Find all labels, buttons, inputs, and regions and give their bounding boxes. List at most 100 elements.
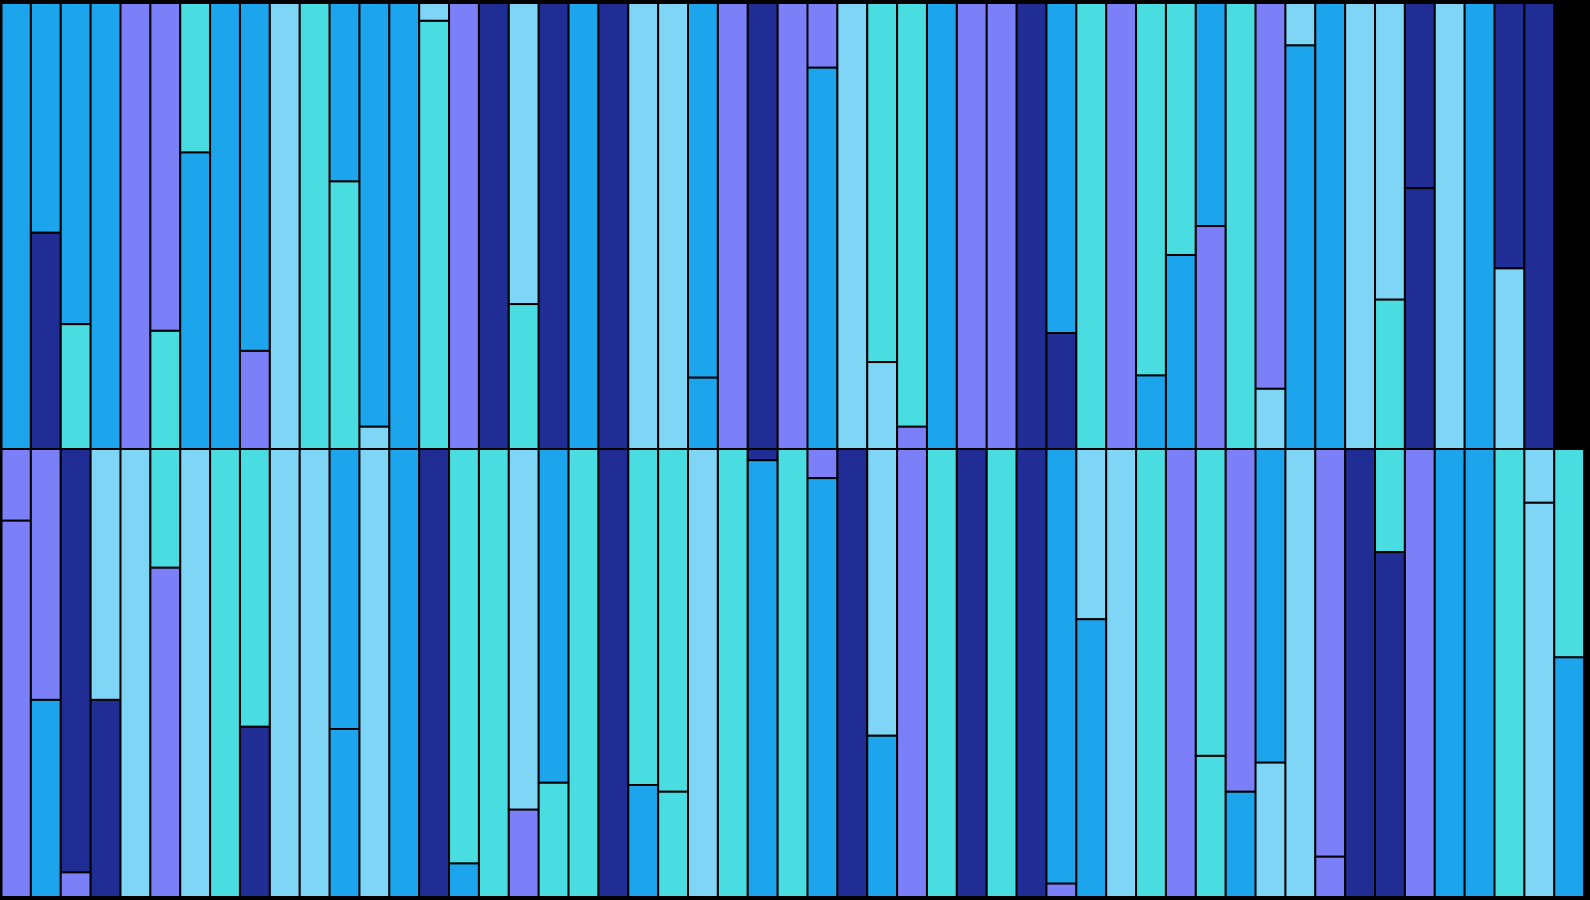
column-13-top-segment-2: [358, 425, 391, 451]
column-17-top-segment-1: [477, 2, 510, 450]
column-12-top-segment-2: [328, 180, 361, 450]
column-33-bottom-segment-1: [955, 448, 988, 898]
column-13-top-segment-1: [358, 2, 391, 428]
column-36-bottom-segment-1: [1045, 448, 1078, 885]
column-38-top-segment-1: [1105, 2, 1138, 450]
column-18-bottom-segment-1: [507, 448, 540, 811]
column-20-bottom-segment-1: [567, 448, 600, 898]
column-4-bottom-segment-2: [89, 698, 122, 898]
column-42-bottom-segment-2: [1224, 790, 1257, 898]
column-20-top-segment-1: [567, 2, 600, 450]
column-52-bottom-segment-2: [1523, 501, 1556, 898]
column-23-top-segment-1: [657, 2, 690, 450]
column-48-top-segment-2: [1403, 187, 1436, 450]
column-3-top-segment-1: [59, 2, 92, 326]
column-1-bottom-segment-1: [0, 448, 32, 522]
column-44-top-segment-2: [1284, 44, 1317, 451]
column-43-top-segment-2: [1254, 387, 1287, 451]
column-41-bottom-segment-2: [1194, 754, 1227, 898]
column-28-top-segment-1: [806, 2, 839, 69]
column-6-top-segment-2: [149, 329, 182, 450]
column-46-top-segment-1: [1344, 2, 1377, 450]
column-28-top-segment-2: [806, 66, 839, 450]
column-39-top-segment-1: [1135, 2, 1167, 377]
column-38-bottom-segment-1: [1105, 448, 1138, 898]
column-15-top-segment-1: [418, 2, 451, 22]
column-15-bottom-segment-1: [418, 448, 451, 898]
column-10-top-segment-1: [268, 2, 301, 450]
column-10-bottom-segment-1: [268, 448, 301, 898]
column-36-top-segment-1: [1045, 2, 1078, 335]
column-45-bottom-segment-1: [1314, 448, 1347, 858]
column-48-top-segment-1: [1403, 2, 1436, 190]
column-28-bottom-segment-1: [806, 448, 839, 480]
column-15-top-segment-2: [418, 19, 451, 451]
column-23-bottom-segment-1: [657, 448, 690, 793]
column-13-bottom-segment-1: [358, 448, 391, 898]
column-25-top-segment-1: [716, 2, 749, 450]
column-40-top-segment-1: [1164, 2, 1197, 256]
column-51-top-segment-1: [1493, 2, 1526, 270]
column-21-bottom-segment-1: [597, 448, 630, 898]
column-27-bottom-segment-1: [776, 448, 809, 898]
column-12-bottom-segment-2: [328, 728, 361, 898]
column-51-top-segment-2: [1493, 267, 1526, 450]
column-48-bottom-segment-1: [1403, 448, 1436, 898]
column-50-top-segment-1: [1463, 2, 1496, 450]
column-1-bottom-segment-2: [0, 519, 32, 898]
column-3-bottom-segment-1: [59, 448, 92, 874]
column-24-top-segment-1: [687, 2, 719, 379]
column-7-top-segment-2: [179, 151, 212, 450]
column-51-bottom-segment-1: [1493, 448, 1526, 898]
column-7-top-segment-1: [179, 2, 212, 154]
column-22-bottom-segment-2: [627, 784, 660, 898]
column-32-bottom-segment-1: [925, 448, 958, 898]
column-8-top-segment-1: [209, 2, 241, 450]
column-14-top-segment-1: [388, 2, 421, 450]
column-2-bottom-segment-1: [29, 448, 62, 701]
column-3-top-segment-2: [59, 323, 92, 450]
column-32-top-segment-1: [925, 2, 958, 450]
column-24-bottom-segment-1: [687, 448, 719, 898]
column-2-top-segment-1: [29, 2, 62, 234]
column-45-top-segment-1: [1314, 2, 1347, 450]
column-37-bottom-segment-1: [1075, 448, 1108, 621]
column-26-bottom-segment-2: [746, 459, 779, 898]
column-37-bottom-segment-2: [1075, 618, 1108, 898]
column-18-top-segment-2: [507, 303, 540, 450]
column-7-bottom-segment-1: [179, 448, 212, 898]
column-16-top-segment-1: [448, 2, 480, 450]
column-52-bottom-segment-1: [1523, 448, 1556, 504]
column-41-top-segment-1: [1194, 2, 1227, 227]
column-19-bottom-segment-2: [537, 781, 570, 899]
column-2-top-segment-2: [29, 231, 62, 450]
column-6-bottom-segment-1: [149, 448, 182, 569]
column-40-top-segment-2: [1164, 253, 1197, 450]
column-47-bottom-segment-2: [1374, 551, 1406, 898]
column-9-top-segment-2: [238, 349, 271, 451]
column-19-top-segment-1: [537, 2, 570, 450]
column-19-bottom-segment-1: [537, 448, 570, 784]
column-11-bottom-segment-1: [298, 448, 331, 898]
column-42-top-segment-1: [1224, 2, 1257, 450]
column-40-bottom-segment-1: [1164, 448, 1197, 898]
column-28-bottom-segment-2: [806, 477, 839, 898]
column-34-top-segment-1: [985, 2, 1018, 450]
column-5-top-segment-1: [119, 2, 152, 450]
column-5-bottom-segment-1: [119, 448, 152, 898]
column-47-top-segment-2: [1374, 298, 1406, 450]
column-21-top-segment-1: [597, 2, 630, 450]
column-17-bottom-segment-1: [477, 448, 510, 898]
column-35-bottom-segment-1: [1015, 448, 1048, 898]
column-49-bottom-segment-1: [1433, 448, 1466, 898]
column-53-bottom-segment-2: [1553, 656, 1586, 898]
column-9-bottom-segment-2: [238, 725, 271, 899]
column-14-bottom-segment-1: [388, 448, 421, 898]
column-25-bottom-segment-1: [716, 448, 749, 898]
column-39-top-segment-2: [1135, 374, 1167, 450]
column-4-bottom-segment-1: [89, 448, 122, 701]
column-18-bottom-segment-2: [507, 808, 540, 899]
